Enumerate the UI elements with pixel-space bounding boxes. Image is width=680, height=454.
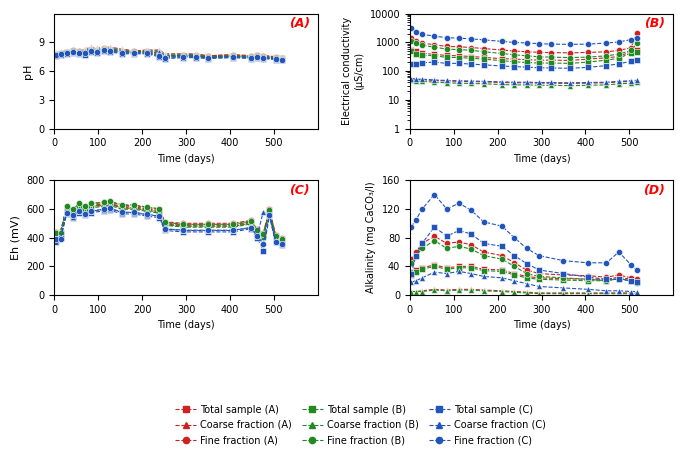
X-axis label: Time (days): Time (days): [513, 154, 571, 164]
Y-axis label: Alkalinity (mg CaCO₃/l): Alkalinity (mg CaCO₃/l): [366, 182, 376, 293]
X-axis label: Time (days): Time (days): [157, 154, 215, 164]
X-axis label: Time (days): Time (days): [157, 321, 215, 331]
Legend: Total sample (A), Coarse fraction (A), Fine fraction (A), Total sample (B), Coar: Total sample (A), Coarse fraction (A), F…: [171, 401, 549, 449]
Y-axis label: Electrical conductivity
(μS/cm): Electrical conductivity (μS/cm): [342, 17, 364, 125]
Text: (C): (C): [289, 184, 310, 197]
Text: (A): (A): [289, 17, 310, 30]
Y-axis label: Eh (mV): Eh (mV): [11, 215, 20, 260]
Y-axis label: pH: pH: [23, 64, 33, 79]
Text: (B): (B): [645, 17, 665, 30]
X-axis label: Time (days): Time (days): [513, 321, 571, 331]
Text: (D): (D): [643, 184, 665, 197]
